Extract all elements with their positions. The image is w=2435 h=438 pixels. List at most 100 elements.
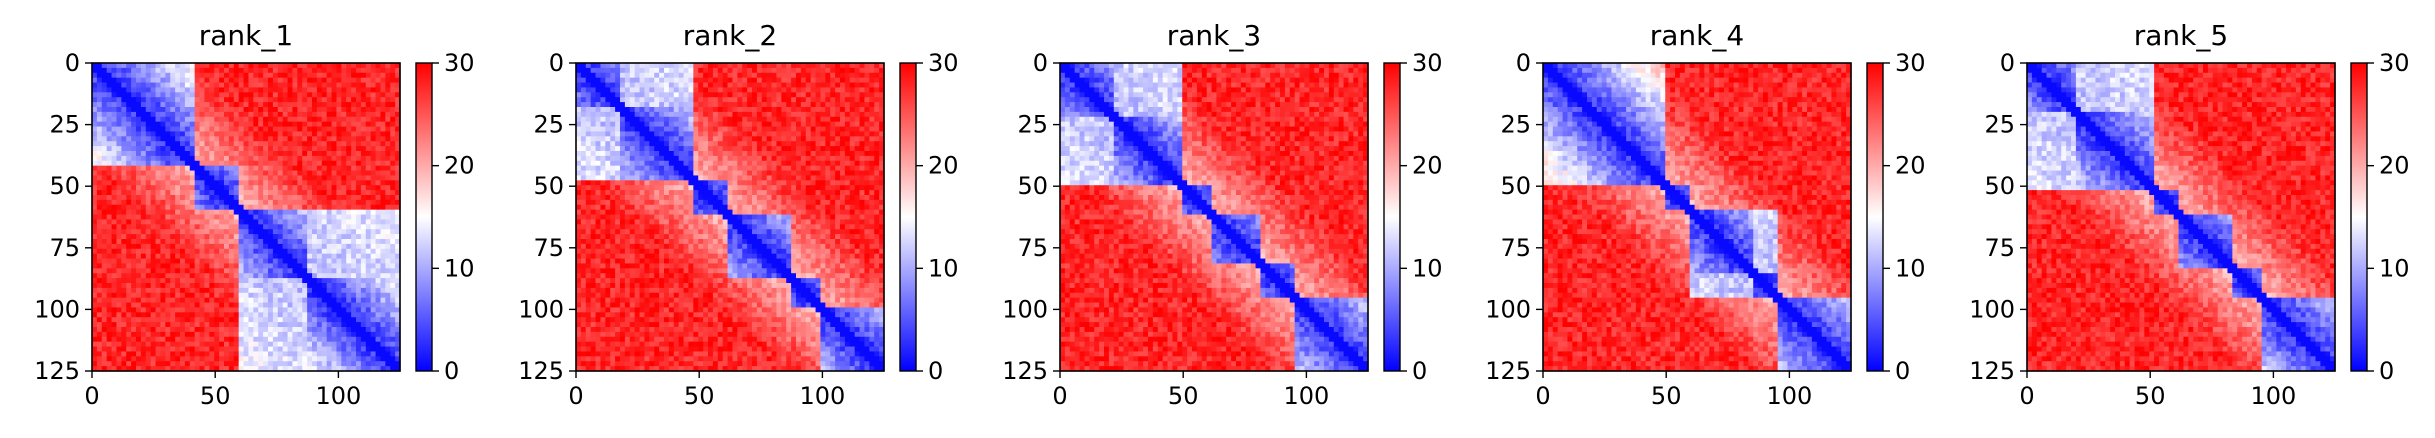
heatmap-cell	[140, 97, 147, 103]
heatmap-cell	[370, 297, 377, 304]
heatmap-cell	[233, 258, 240, 265]
heatmap-cell	[92, 302, 98, 309]
heatmap-cell	[629, 121, 636, 128]
heatmap-cell	[258, 146, 264, 152]
heatmap-cell	[268, 199, 274, 206]
heatmap-cell	[140, 258, 147, 265]
heatmap-cell	[659, 121, 665, 128]
heatmap-cell	[155, 297, 162, 304]
heatmap-cell	[356, 111, 362, 118]
heatmap-cell	[708, 77, 714, 84]
heatmap-cell	[840, 77, 846, 84]
heatmap-cell	[175, 224, 181, 230]
heatmap-cell	[351, 234, 357, 240]
heatmap-cell	[140, 107, 147, 113]
heatmap-cell	[165, 292, 171, 299]
heatmap-cell	[629, 107, 636, 113]
heatmap-cell	[380, 195, 386, 201]
heatmap-cell	[341, 102, 347, 108]
heatmap-cell	[219, 146, 225, 152]
heatmap-cell	[131, 336, 137, 343]
heatmap-cell	[282, 287, 289, 294]
heatmap-cell	[624, 126, 631, 133]
heatmap-cell	[781, 116, 787, 123]
heatmap-cell	[170, 102, 176, 108]
heatmap-cell	[92, 92, 98, 98]
heatmap-cell	[331, 351, 338, 357]
heatmap-cell	[214, 336, 220, 343]
heatmap-cell	[360, 297, 367, 304]
heatmap-cell	[321, 107, 328, 113]
heatmap-cell	[155, 155, 162, 162]
heatmap-cell	[791, 92, 797, 98]
heatmap-cell	[272, 312, 279, 318]
heatmap-cell	[717, 111, 724, 118]
heatmap-cell	[321, 278, 328, 284]
heatmap-cell	[370, 234, 377, 240]
heatmap-cell	[331, 204, 338, 211]
heatmap-cell	[341, 273, 347, 279]
heatmap-cell	[688, 107, 694, 113]
heatmap-cell	[297, 336, 303, 343]
heatmap-cell	[644, 63, 650, 69]
heatmap-cell	[282, 356, 289, 362]
heatmap-cell	[326, 258, 333, 265]
heatmap-cell	[761, 87, 768, 93]
heatmap-cell	[390, 146, 396, 152]
heatmap-cell	[248, 146, 254, 152]
heatmap-cell	[668, 116, 675, 123]
heatmap-cell	[703, 111, 709, 118]
heatmap-cell	[360, 258, 367, 265]
heatmap-cell	[204, 126, 210, 133]
heatmap-cell	[258, 341, 264, 348]
heatmap-cell	[624, 72, 631, 79]
heatmap-cell	[189, 219, 196, 225]
heatmap-cell	[224, 160, 230, 167]
heatmap-cell	[390, 327, 396, 333]
heatmap-cell	[380, 224, 386, 230]
heatmap-cell	[360, 356, 367, 362]
heatmap-cell	[170, 351, 176, 357]
heatmap-cell	[189, 199, 196, 206]
heatmap-cell	[170, 243, 176, 250]
heatmap-cell	[233, 126, 240, 133]
heatmap-cell	[761, 63, 768, 69]
heatmap-cell	[224, 346, 230, 353]
heatmap-cell	[214, 175, 220, 181]
heatmap-cell	[879, 121, 885, 128]
heatmap-cell	[238, 307, 245, 313]
heatmap-cell	[835, 111, 841, 118]
heatmap-cell	[277, 116, 284, 123]
heatmap-cell	[737, 97, 743, 103]
heatmap-cell	[820, 121, 826, 128]
heatmap-cell	[600, 72, 606, 79]
heatmap-cell	[810, 111, 817, 118]
heatmap-cell	[96, 185, 103, 191]
heatmap-cell	[189, 239, 196, 245]
heatmap-cell	[175, 229, 181, 235]
heatmap-cell	[590, 82, 597, 89]
heatmap-cell	[346, 63, 352, 69]
heatmap-cell	[243, 195, 250, 201]
heatmap-cell	[800, 97, 807, 103]
heatmap-cell	[238, 278, 245, 284]
heatmap-cell	[390, 67, 396, 74]
heatmap-cell	[624, 87, 631, 93]
heatmap-cell	[756, 111, 763, 118]
heatmap-cell	[781, 72, 787, 79]
heatmap-cell	[752, 121, 758, 128]
heatmap-cell	[810, 107, 817, 113]
heatmap-cell	[121, 224, 127, 230]
heatmap-cell	[204, 102, 210, 108]
heatmap-cell	[346, 82, 352, 89]
heatmap-cell	[170, 297, 176, 304]
heatmap-cell	[321, 331, 328, 338]
heatmap-cell	[214, 283, 220, 289]
heatmap-cell	[395, 361, 401, 367]
heatmap-cell	[346, 87, 352, 93]
heatmap-cell	[189, 356, 196, 362]
heatmap-cell	[316, 307, 323, 313]
heatmap-cell	[390, 126, 396, 133]
heatmap-cell	[624, 131, 631, 137]
heatmap-cell	[145, 268, 152, 274]
